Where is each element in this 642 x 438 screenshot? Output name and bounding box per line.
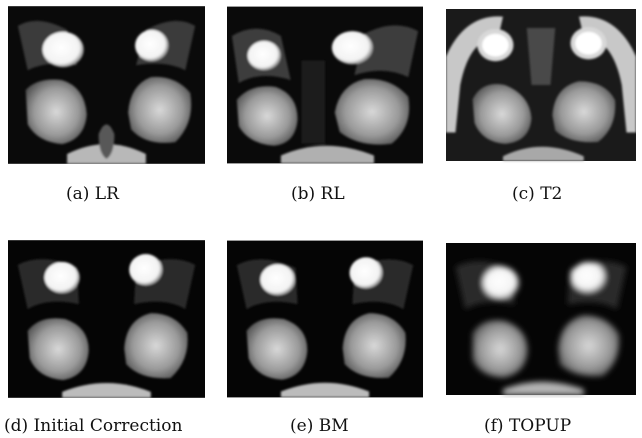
caption-b: (b) RL xyxy=(291,184,345,204)
mri-image-t2 xyxy=(446,6,636,164)
mri-image-bm xyxy=(227,240,423,398)
caption-a: (a) LR xyxy=(66,184,119,204)
mri-image-lr xyxy=(8,6,205,164)
caption-c: (c) T2 xyxy=(512,184,563,204)
caption-d: (d) Initial Correction xyxy=(4,416,183,436)
mri-image-initial-correction xyxy=(8,240,205,398)
caption-f: (f) TOPUP xyxy=(484,416,572,436)
caption-e: (e) BM xyxy=(290,416,349,436)
mri-image-rl xyxy=(227,6,423,164)
mri-image-topup xyxy=(446,240,636,398)
